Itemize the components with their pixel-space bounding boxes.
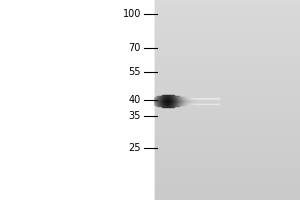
Bar [154,192,300,195]
Bar [154,20,300,22]
Bar [154,12,300,15]
Bar [154,170,300,172]
Bar [154,80,300,82]
Bar [154,120,300,122]
Bar [154,30,300,32]
Bar [154,158,300,160]
Bar [154,73,300,75]
Bar [154,175,300,178]
Bar [154,40,300,43]
Bar [154,162,300,165]
Bar [154,25,300,27]
Bar [154,105,300,108]
Bar [154,168,300,170]
Bar [154,0,300,2]
Bar [0,0,154,200]
Bar [154,125,300,128]
Bar [154,118,300,120]
Bar [154,160,300,162]
Bar [154,88,300,90]
Bar [154,2,300,5]
Bar [154,27,300,30]
Bar [154,62,300,65]
Bar [154,145,300,148]
Bar [154,112,300,115]
Bar [154,100,300,102]
Bar [154,195,300,198]
Bar [154,140,300,142]
Text: 40: 40 [129,95,141,105]
Bar [154,182,300,185]
Bar [154,128,300,130]
Bar [154,52,300,55]
Bar [154,165,300,168]
Bar [154,190,300,192]
Bar [154,150,300,152]
Bar [154,22,300,25]
Bar [154,95,300,98]
Bar [154,43,300,45]
Bar [154,90,300,92]
Bar [154,60,300,62]
Bar [154,110,300,112]
Bar [154,70,300,73]
Bar [154,178,300,180]
Bar [154,85,300,88]
Bar [154,108,300,110]
Bar [154,130,300,132]
Bar [154,77,300,80]
Bar [154,47,300,50]
Text: 100: 100 [123,9,141,19]
Bar [154,45,300,47]
Bar [154,18,300,20]
Bar [154,15,300,18]
Bar [154,68,300,70]
Bar [154,92,300,95]
Bar [154,122,300,125]
Bar [154,138,300,140]
Bar [154,35,300,38]
Bar [154,152,300,155]
Bar [154,65,300,68]
Bar [154,38,300,40]
Bar [154,75,300,77]
Bar [154,0,300,200]
Bar [154,58,300,60]
Bar [154,142,300,145]
Bar [154,135,300,138]
Text: 70: 70 [129,43,141,53]
Bar [154,198,300,200]
Bar [154,180,300,182]
Bar [154,188,300,190]
Bar [154,185,300,188]
Bar [154,5,300,7]
Bar [154,172,300,175]
Bar [154,50,300,52]
Bar [154,55,300,58]
Bar [154,32,300,35]
Bar [154,82,300,85]
Bar [154,98,300,100]
Bar [154,132,300,135]
Bar [154,155,300,158]
Text: 25: 25 [128,143,141,153]
Bar [154,7,300,10]
Bar [154,10,300,12]
Bar [154,102,300,105]
Text: 55: 55 [128,67,141,77]
Bar [154,148,300,150]
Bar [154,115,300,117]
Text: 35: 35 [129,111,141,121]
